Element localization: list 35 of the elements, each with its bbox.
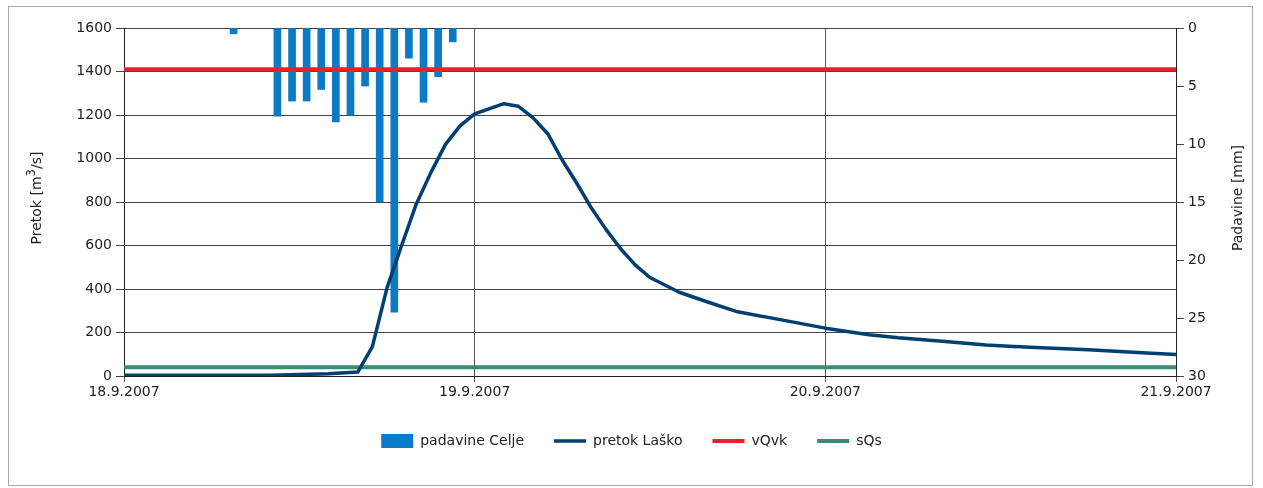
y-tick-label: 1200 (76, 105, 112, 122)
bar (361, 28, 369, 87)
legend-label: vQvk (751, 431, 789, 448)
y-tick-label: 600 (85, 236, 112, 253)
x-tick-label: 19.9.2007 (439, 383, 511, 400)
y2-tick-label: 20 (1188, 250, 1206, 267)
y-tick-label: 200 (85, 323, 112, 340)
legend-label: pretok Laško (593, 431, 683, 448)
y-tick-label: 0 (103, 366, 112, 383)
bar (229, 28, 238, 35)
bar (390, 28, 399, 313)
bar (434, 28, 442, 78)
y-tick-label: 400 (85, 279, 112, 296)
bar (448, 28, 457, 43)
bar (405, 28, 413, 59)
y2-tick-label: 30 (1188, 366, 1206, 383)
y-tick-label: 1600 (76, 18, 112, 35)
x-tick-label: 18.9.2007 (88, 383, 160, 400)
y2-tick-label: 10 (1188, 134, 1206, 151)
y2-tick-label: 15 (1188, 192, 1206, 209)
y2-tick-label: 25 (1188, 308, 1206, 325)
bar (317, 28, 326, 90)
y2-axis-title: Padavine [mm] (1229, 144, 1245, 252)
bar (288, 28, 296, 102)
y-tick-label: 1400 (76, 62, 112, 79)
y-tick-label: 800 (85, 192, 112, 209)
x-tick-label: 21.9.2007 (1140, 383, 1212, 400)
legend-label: padavine Celje (420, 431, 525, 448)
bar (375, 28, 384, 203)
legend-label: sQs (856, 431, 882, 448)
x-tick-label: 20.9.2007 (789, 383, 861, 400)
y-tick-label: 1000 (76, 149, 112, 166)
y2-tick-label: 5 (1188, 76, 1197, 93)
bar (332, 28, 340, 123)
y2-tick-label: 0 (1188, 18, 1197, 35)
